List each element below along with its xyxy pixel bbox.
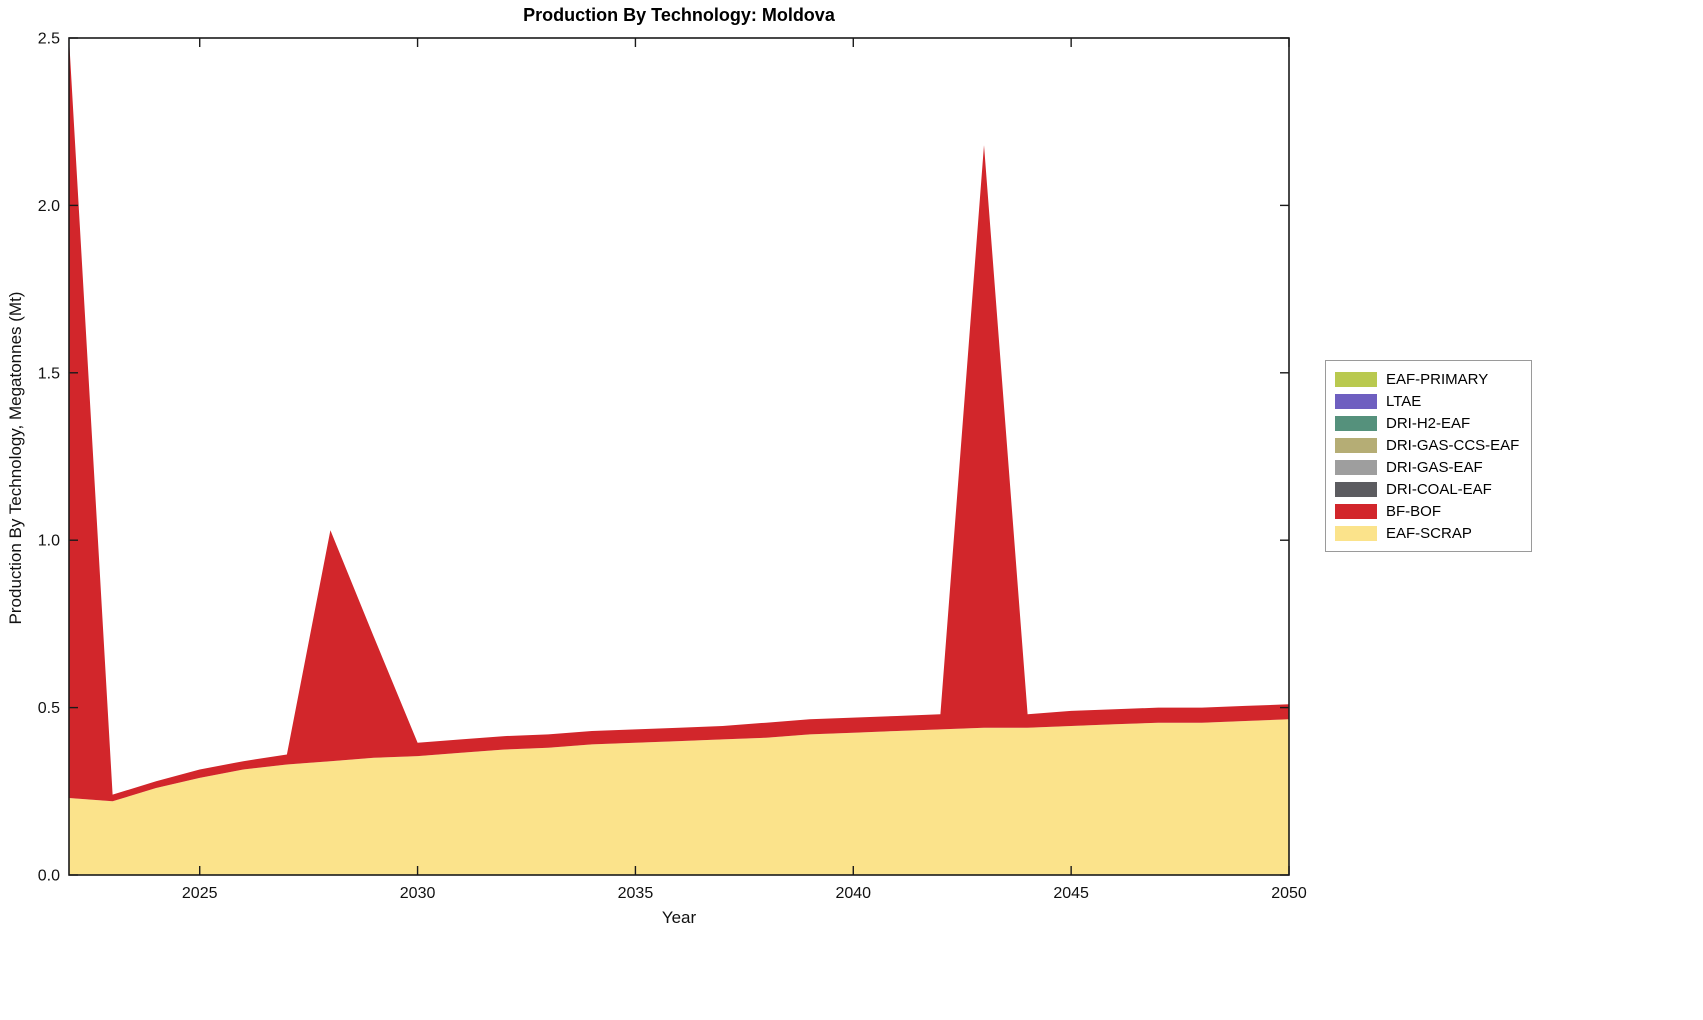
legend-item: LTAE — [1335, 390, 1519, 412]
legend-swatch — [1335, 503, 1377, 519]
page-title: Production By Technology: Moldova — [523, 5, 835, 25]
area-ltae — [69, 38, 1289, 795]
legend-label: DRI-GAS-EAF — [1386, 458, 1483, 476]
area-dri-gas-eaf — [69, 38, 1289, 795]
y-tick-label: 0.0 — [38, 868, 60, 885]
area-eaf-scrap — [69, 719, 1289, 875]
legend-label: EAF-PRIMARY — [1386, 370, 1489, 388]
x-axis-label: Year — [661, 908, 697, 927]
x-tick-label: 2040 — [835, 885, 871, 902]
legend-label: DRI-H2-EAF — [1386, 414, 1471, 432]
x-tick-label: 2050 — [1271, 885, 1307, 902]
stacked-areas — [69, 38, 1289, 875]
y-tick-label: 2.0 — [38, 198, 60, 215]
x-tick-label: 2045 — [1053, 885, 1089, 902]
legend-item: DRI-GAS-CCS-EAF — [1335, 434, 1519, 456]
legend-item: DRI-H2-EAF — [1335, 412, 1519, 434]
area-dri-h2-eaf — [69, 38, 1289, 795]
x-tick-label: 2030 — [400, 885, 436, 902]
legend-label: EAF-SCRAP — [1386, 524, 1472, 542]
legend-swatch — [1335, 371, 1377, 387]
x-tick-label: 2035 — [618, 885, 654, 902]
legend-label: LTAE — [1386, 392, 1422, 410]
legend-item: DRI-COAL-EAF — [1335, 478, 1519, 500]
legend-swatch — [1335, 393, 1377, 409]
legend-swatch — [1335, 437, 1377, 453]
area-dri-coal-eaf — [69, 38, 1289, 795]
legend-item: DRI-GAS-EAF — [1335, 456, 1519, 478]
area-eaf-primary — [69, 38, 1289, 795]
axes-frame — [68, 37, 1290, 876]
area-bf-bof — [69, 38, 1289, 802]
legend: EAF-PRIMARY LTAE DRI-H2-EAF DRI-GAS-CCS-EAF… — [1325, 360, 1533, 552]
legend-label: DRI-COAL-EAF — [1386, 480, 1492, 498]
legend-swatch — [1335, 415, 1377, 431]
y-tick-label: 2.5 — [38, 31, 60, 48]
x-tick-label: 2025 — [182, 885, 218, 902]
legend-item: EAF-SCRAP — [1335, 522, 1519, 544]
legend-label: DRI-GAS-CCS-EAF — [1386, 436, 1520, 454]
legend-swatch — [1335, 481, 1377, 497]
legend-item: EAF-PRIMARY — [1335, 368, 1519, 390]
y-tick-label: 0.5 — [38, 700, 60, 717]
legend-label: BF-BOF — [1386, 502, 1441, 520]
y-tick-label: 1.0 — [38, 533, 60, 550]
legend-swatch — [1335, 525, 1377, 541]
y-tick-label: 1.5 — [38, 365, 60, 382]
legend-swatch — [1335, 459, 1377, 475]
legend-item: BF-BOF — [1335, 500, 1519, 522]
area-dri-gas-ccs-eaf — [69, 38, 1289, 795]
